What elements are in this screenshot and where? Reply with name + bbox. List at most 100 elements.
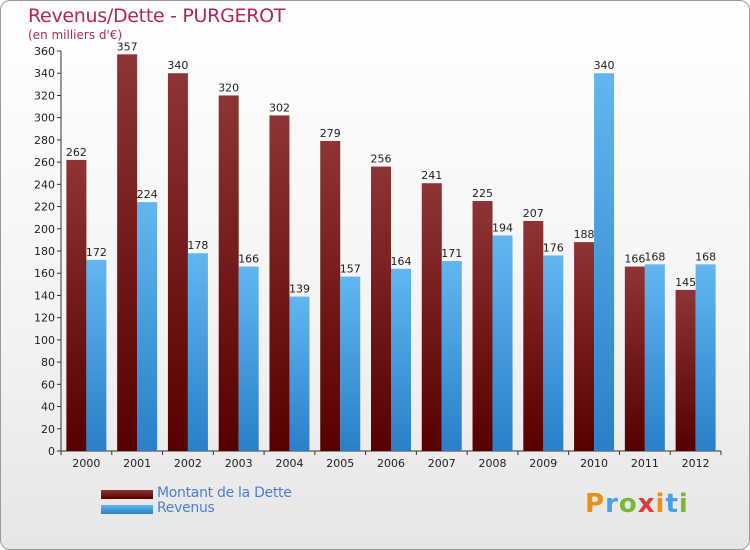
legend-swatch-revenus	[101, 505, 153, 514]
bar-revenus	[289, 296, 310, 451]
x-tick-label: 2008	[479, 457, 507, 470]
bar-dette	[117, 54, 138, 451]
logo-letter: P	[585, 489, 606, 519]
logo-letter: x	[637, 489, 656, 519]
data-label-dette: 320	[218, 81, 239, 94]
data-label-dette: 279	[320, 127, 341, 140]
x-tick-label: 2004	[275, 457, 303, 470]
chart-title: Revenus/Dette - PURGEROT	[28, 5, 286, 27]
data-label-dette: 302	[269, 101, 290, 114]
y-tick-label: 100	[34, 334, 55, 347]
data-label-revenus: 178	[187, 239, 208, 252]
data-label-dette: 262	[66, 146, 87, 159]
legend-label-revenus: Revenus	[157, 500, 215, 516]
y-tick-label: 120	[34, 312, 55, 325]
logo-letter: t	[665, 489, 679, 519]
y-tick-label: 40	[41, 401, 55, 414]
bar-revenus	[187, 253, 208, 451]
bar-revenus	[644, 264, 665, 451]
bar-dette	[472, 201, 493, 451]
bar-dette	[167, 73, 188, 451]
bar-dette	[574, 242, 595, 451]
data-label-revenus: 157	[340, 263, 361, 276]
chart-subtitle: (en milliers d'€)	[28, 28, 123, 42]
y-tick-label: 20	[41, 423, 55, 436]
y-tick-label: 340	[34, 67, 55, 80]
x-tick-label: 2005	[326, 457, 354, 470]
data-label-revenus: 194	[492, 221, 513, 234]
proxiti-logo: Proxiti	[585, 489, 689, 519]
y-tick-label: 320	[34, 89, 55, 102]
bar-revenus	[594, 73, 615, 451]
x-tick-label: 2006	[377, 457, 405, 470]
data-label-dette: 207	[523, 207, 544, 220]
data-label-dette: 188	[574, 228, 595, 241]
bar-dette	[269, 115, 290, 451]
y-tick-label: 160	[34, 267, 55, 280]
x-tick-label: 2010	[580, 457, 608, 470]
data-label-dette: 166	[624, 253, 645, 266]
bar-dette	[421, 183, 442, 451]
bar-dette	[371, 166, 391, 452]
data-label-dette: 241	[421, 169, 442, 182]
y-tick-label: 0	[48, 445, 55, 458]
x-tick-label: 2009	[529, 457, 557, 470]
y-tick-label: 220	[34, 201, 55, 214]
data-label-revenus: 176	[543, 241, 564, 254]
bar-dette	[675, 289, 696, 451]
logo-letter: r	[605, 489, 619, 519]
bar-revenus	[137, 202, 158, 451]
data-label-revenus: 168	[644, 250, 665, 263]
y-tick-label: 240	[34, 178, 55, 191]
x-tick-label: 2011	[631, 457, 659, 470]
logo-letter: o	[618, 489, 638, 519]
data-label-revenus: 171	[441, 247, 462, 260]
data-label-revenus: 139	[289, 283, 310, 296]
bar-revenus	[695, 264, 716, 451]
x-tick-label: 2001	[123, 457, 151, 470]
data-label-dette: 340	[167, 59, 188, 72]
y-tick-label: 200	[34, 223, 55, 236]
legend-swatch-dette	[101, 490, 153, 499]
y-tick-label: 60	[41, 378, 55, 391]
bar-dette	[624, 266, 645, 451]
data-label-dette: 357	[117, 40, 138, 53]
y-tick-label: 360	[34, 45, 55, 58]
x-tick-label: 2003	[225, 457, 253, 470]
data-label-revenus: 168	[695, 250, 716, 263]
x-tick-label: 2000	[72, 457, 100, 470]
y-tick-label: 260	[34, 156, 55, 169]
y-tick-label: 280	[34, 134, 55, 147]
legend-label-dette: Montant de la Dette	[157, 485, 292, 501]
data-label-revenus: 166	[238, 253, 259, 266]
y-tick-label: 140	[34, 289, 55, 302]
bar-revenus	[391, 268, 411, 451]
bar-dette	[320, 141, 341, 451]
logo-letter: i	[655, 489, 666, 519]
bar-dette	[218, 95, 239, 451]
data-label-revenus: 172	[86, 246, 107, 259]
bar-revenus	[441, 261, 462, 451]
y-tick-label: 180	[34, 245, 55, 258]
bar-dette	[523, 221, 544, 451]
data-label-dette: 145	[675, 276, 696, 289]
data-label-revenus: 224	[137, 188, 158, 201]
bar-revenus	[238, 266, 259, 451]
y-tick-label: 80	[41, 356, 55, 369]
x-tick-label: 2007	[428, 457, 456, 470]
data-label-dette: 225	[472, 187, 493, 200]
data-label-dette: 256	[371, 153, 392, 166]
data-label-revenus: 164	[391, 255, 412, 268]
bar-revenus	[492, 235, 513, 451]
logo-letter: i	[678, 489, 689, 519]
x-tick-label: 2002	[174, 457, 202, 470]
bar-revenus	[340, 276, 361, 451]
bar-revenus	[543, 255, 564, 451]
data-label-revenus: 340	[594, 59, 615, 72]
bar-dette	[66, 159, 87, 451]
y-tick-label: 300	[34, 112, 55, 125]
x-tick-label: 2012	[682, 457, 710, 470]
bar-revenus	[86, 259, 107, 451]
